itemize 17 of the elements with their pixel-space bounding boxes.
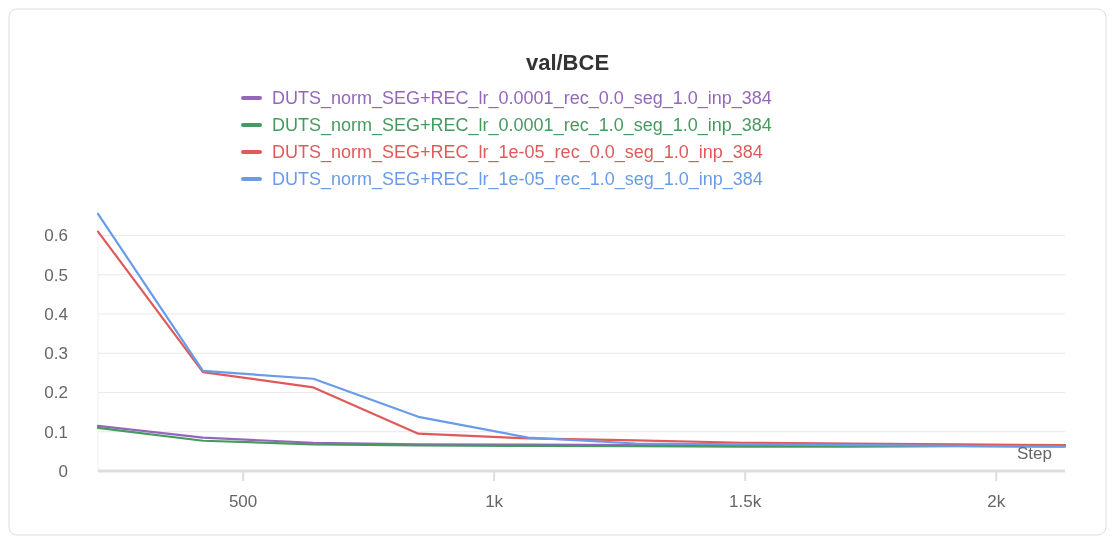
x-tick-label: 1k: [485, 492, 504, 511]
legend-label: DUTS_norm_SEG+REC_lr_1e-05_rec_1.0_seg_1.0_inp_384: [272, 169, 763, 190]
y-tick-label: 0.3: [44, 344, 68, 364]
y-tick-label: 0.1: [44, 422, 68, 442]
x-tick-label: 2k: [987, 492, 1006, 511]
y-tick-label: 0.2: [44, 383, 68, 403]
legend-label: DUTS_norm_SEG+REC_lr_1e-05_rec_0.0_seg_1.0_inp_384: [272, 142, 763, 163]
y-tick-label: 0.4: [44, 304, 68, 324]
y-tick-label: 0: [58, 461, 68, 481]
y-tick-label: 0.5: [44, 265, 68, 285]
legend-label: DUTS_norm_SEG+REC_lr_0.0001_rec_1.0_seg_1.0_inp_384: [272, 115, 772, 136]
legend-label: DUTS_norm_SEG+REC_lr_0.0001_rec_0.0_seg_1.0_inp_384: [272, 88, 772, 109]
x-tick-label: 1.5k: [729, 492, 762, 511]
chart-title: val/BCE: [525, 50, 610, 75]
x-axis-title: Step: [1017, 444, 1052, 463]
y-tick-label: 0.6: [44, 226, 68, 246]
x-tick-label: 500: [228, 492, 258, 511]
